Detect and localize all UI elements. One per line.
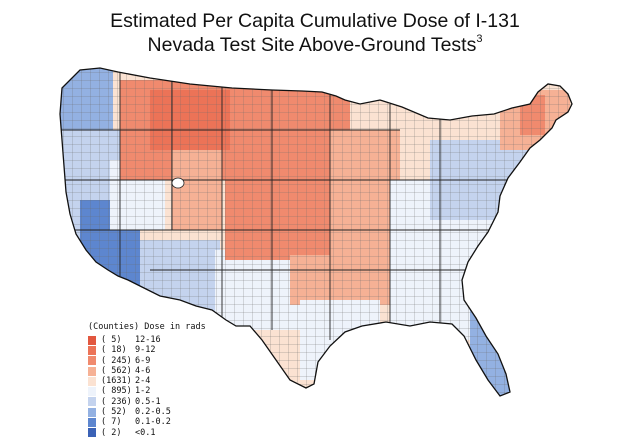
- legend-county-count: ( 5): [101, 335, 122, 345]
- legend-swatch: [88, 376, 96, 386]
- map-title-line2: Nevada Test Site Above-Ground Tests3: [0, 32, 630, 57]
- legend-swatch: [88, 428, 96, 438]
- us-outline: [59, 67, 573, 397]
- legend-dose-range: 1-2: [135, 386, 151, 397]
- legend-dose-range: <0.1: [135, 427, 156, 438]
- legend-entry: ( 18) 9-12: [88, 345, 248, 355]
- legend-county-count: (1631): [101, 376, 132, 387]
- legend-swatch: [88, 407, 96, 417]
- legend-dose-range: 2-4: [135, 376, 151, 387]
- title-footnote: 3: [476, 32, 483, 45]
- legend-dose-range: 4-6: [135, 365, 151, 376]
- map-title-line1: Estimated Per Capita Cumulative Dose of …: [110, 10, 520, 32]
- legend-county-count: ( 895): [101, 386, 132, 397]
- legend-county-count: ( 18): [101, 345, 127, 356]
- legend-county-count: ( 52): [101, 407, 127, 418]
- legend-swatch: [88, 335, 96, 345]
- legend-header: (Counties) Dose in rads: [88, 322, 206, 332]
- legend-swatch: [88, 366, 96, 376]
- legend-swatch: [88, 418, 96, 428]
- legend-county-count: ( 7): [101, 417, 122, 428]
- legend-entry: ( 52) 0.2-0.5: [88, 407, 248, 417]
- legend-dose-range: 0.2-0.5: [135, 407, 171, 418]
- legend-county-count: ( 236): [101, 396, 132, 407]
- legend-dose-range: 0.5-1: [135, 396, 161, 407]
- legend-dose-range: 0.1-0.2: [135, 417, 171, 428]
- legend-county-count: ( 245): [101, 355, 132, 366]
- legend-swatch: [88, 387, 96, 397]
- legend-dose-range: 9-12: [135, 345, 156, 356]
- legend-rows: ( 5) 12-16 ( 18) 9-12( 245) 6-9( 562) 4-6 (163…: [88, 335, 248, 438]
- legend-entry: ( 895) 1-2: [88, 386, 248, 396]
- map-title-line2-text: Nevada Test Site Above-Ground Tests: [147, 34, 477, 56]
- dose-legend: (Counties) Dose in rads ( 5) 12-16 ( 18) 9-…: [88, 322, 248, 438]
- legend-county-count: ( 562): [101, 365, 132, 376]
- legend-entry: ( 236) 0.5-1: [88, 397, 248, 407]
- legend-swatch: [88, 397, 96, 407]
- state-boundaries: [60, 72, 520, 340]
- legend-dose-range: 6-9: [135, 355, 151, 366]
- legend-entry: ( 5) 12-16: [88, 335, 248, 345]
- legend-entry: (1631) 2-4: [88, 376, 248, 386]
- legend-dose-range: 12-16: [135, 335, 161, 345]
- legend-entry: ( 245) 6-9: [88, 356, 248, 366]
- legend-entry: ( 7) 0.1-0.2: [88, 417, 248, 427]
- legend-entry: ( 562) 4-6: [88, 366, 248, 376]
- legend-swatch: [88, 345, 96, 355]
- legend-county-count: ( 2): [101, 427, 122, 438]
- legend-entry: ( 2) <0.1: [88, 428, 248, 438]
- legend-swatch: [88, 356, 96, 366]
